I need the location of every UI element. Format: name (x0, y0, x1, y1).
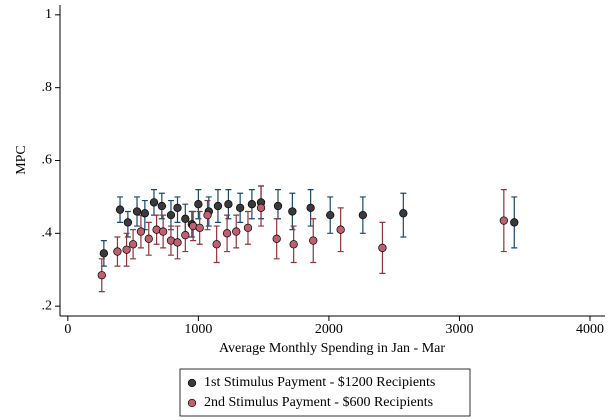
point (144, 234, 153, 243)
point (203, 210, 212, 220)
point (123, 218, 133, 227)
point (173, 203, 182, 212)
point (224, 200, 233, 209)
point (289, 240, 298, 249)
point (113, 247, 122, 256)
point (149, 198, 159, 207)
point (288, 207, 297, 216)
point (358, 210, 368, 220)
point (256, 203, 266, 212)
y-tick-label: .2 (42, 298, 53, 313)
point (158, 227, 168, 236)
x-tick-label: 3000 (445, 322, 473, 337)
point (181, 214, 190, 223)
point (326, 210, 335, 220)
point (157, 201, 166, 211)
point (213, 201, 223, 211)
y-tick-label: .4 (42, 226, 53, 241)
legend-label: 2nd Stimulus Payment - $600 Recipients (204, 395, 433, 410)
y-tick-label: .8 (42, 80, 53, 95)
point (336, 225, 345, 234)
point (115, 205, 125, 214)
point (212, 240, 221, 249)
x-tick-label: 4000 (576, 322, 604, 337)
legend-marker (187, 378, 197, 388)
point (309, 236, 318, 245)
point (273, 201, 283, 211)
legend-marker (187, 398, 197, 408)
x-tick-label: 2000 (315, 322, 343, 337)
point (181, 231, 190, 240)
point (306, 203, 315, 212)
point (122, 245, 131, 254)
y-axis-label: MPC (14, 145, 29, 175)
x-axis-label: Average Monthly Spending in Jan - Mar (219, 341, 445, 356)
legend-label: 1st Stimulus Payment - $1200 Recipients (204, 375, 435, 390)
y-tick-label: 1 (45, 7, 52, 22)
y-tick-label: .6 (42, 153, 53, 168)
point (510, 218, 519, 227)
point (499, 216, 508, 225)
point (128, 240, 138, 249)
point (194, 200, 203, 209)
x-tick-label: 0 (64, 322, 71, 337)
point (132, 207, 142, 216)
point (140, 209, 150, 218)
point (166, 210, 176, 220)
point (136, 227, 146, 236)
point (232, 227, 241, 236)
point (97, 271, 106, 280)
point (235, 203, 245, 212)
point (195, 223, 204, 233)
point (173, 238, 182, 247)
point (399, 209, 408, 218)
legend-box (179, 368, 471, 417)
point (222, 229, 232, 238)
x-tick-label: 1000 (184, 322, 212, 337)
point (272, 234, 281, 243)
point (378, 243, 387, 253)
point (243, 223, 253, 233)
point (99, 249, 109, 258)
point (247, 200, 257, 209)
